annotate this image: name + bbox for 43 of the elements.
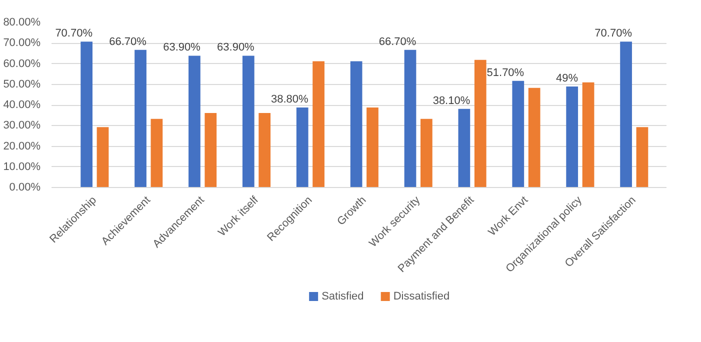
data-label: 70.70% bbox=[55, 28, 93, 40]
y-tick-label: 0.00% bbox=[9, 182, 41, 194]
y-tick-label: 10.00% bbox=[3, 160, 41, 173]
data-label: 63.90% bbox=[163, 42, 201, 54]
bar bbox=[458, 108, 470, 188]
bar bbox=[620, 42, 632, 188]
data-label: 49% bbox=[556, 72, 578, 84]
bar bbox=[188, 56, 200, 188]
y-tick-label: 30.00% bbox=[3, 120, 41, 132]
y-tick-label: 50.00% bbox=[3, 78, 41, 90]
y-tick-label: 80.00% bbox=[3, 16, 41, 28]
bar bbox=[204, 113, 217, 188]
bar bbox=[366, 107, 378, 188]
bar bbox=[512, 80, 524, 188]
y-tick-label: 60.00% bbox=[3, 58, 41, 70]
bar bbox=[528, 88, 540, 188]
bar bbox=[636, 127, 648, 188]
bar bbox=[258, 113, 271, 188]
data-label: 66.70% bbox=[109, 36, 147, 48]
data-label: 38.80% bbox=[270, 93, 309, 106]
bar bbox=[150, 118, 163, 188]
bar bbox=[312, 61, 324, 188]
data-label: 66.70% bbox=[378, 36, 416, 48]
bar bbox=[96, 127, 109, 188]
data-label: 70.70% bbox=[594, 28, 632, 40]
bar bbox=[242, 56, 254, 188]
y-tick-label: 40.00% bbox=[3, 99, 41, 111]
legend-label: Dissatisfied bbox=[393, 290, 450, 302]
bar bbox=[582, 82, 594, 188]
bar bbox=[134, 50, 146, 188]
bar bbox=[350, 61, 362, 188]
data-label: 51.70% bbox=[486, 66, 524, 79]
bar bbox=[420, 118, 432, 188]
y-tick-label: 20.00% bbox=[3, 140, 41, 152]
y-tick-label: 70.00% bbox=[3, 37, 41, 50]
bar bbox=[80, 42, 92, 188]
data-label: 63.90% bbox=[217, 42, 255, 54]
legend-label: Satisfied bbox=[322, 290, 364, 302]
bar bbox=[474, 60, 486, 188]
bar bbox=[404, 50, 416, 188]
bar bbox=[296, 107, 308, 188]
data-label: 38.10% bbox=[432, 94, 470, 107]
bar bbox=[566, 86, 578, 188]
